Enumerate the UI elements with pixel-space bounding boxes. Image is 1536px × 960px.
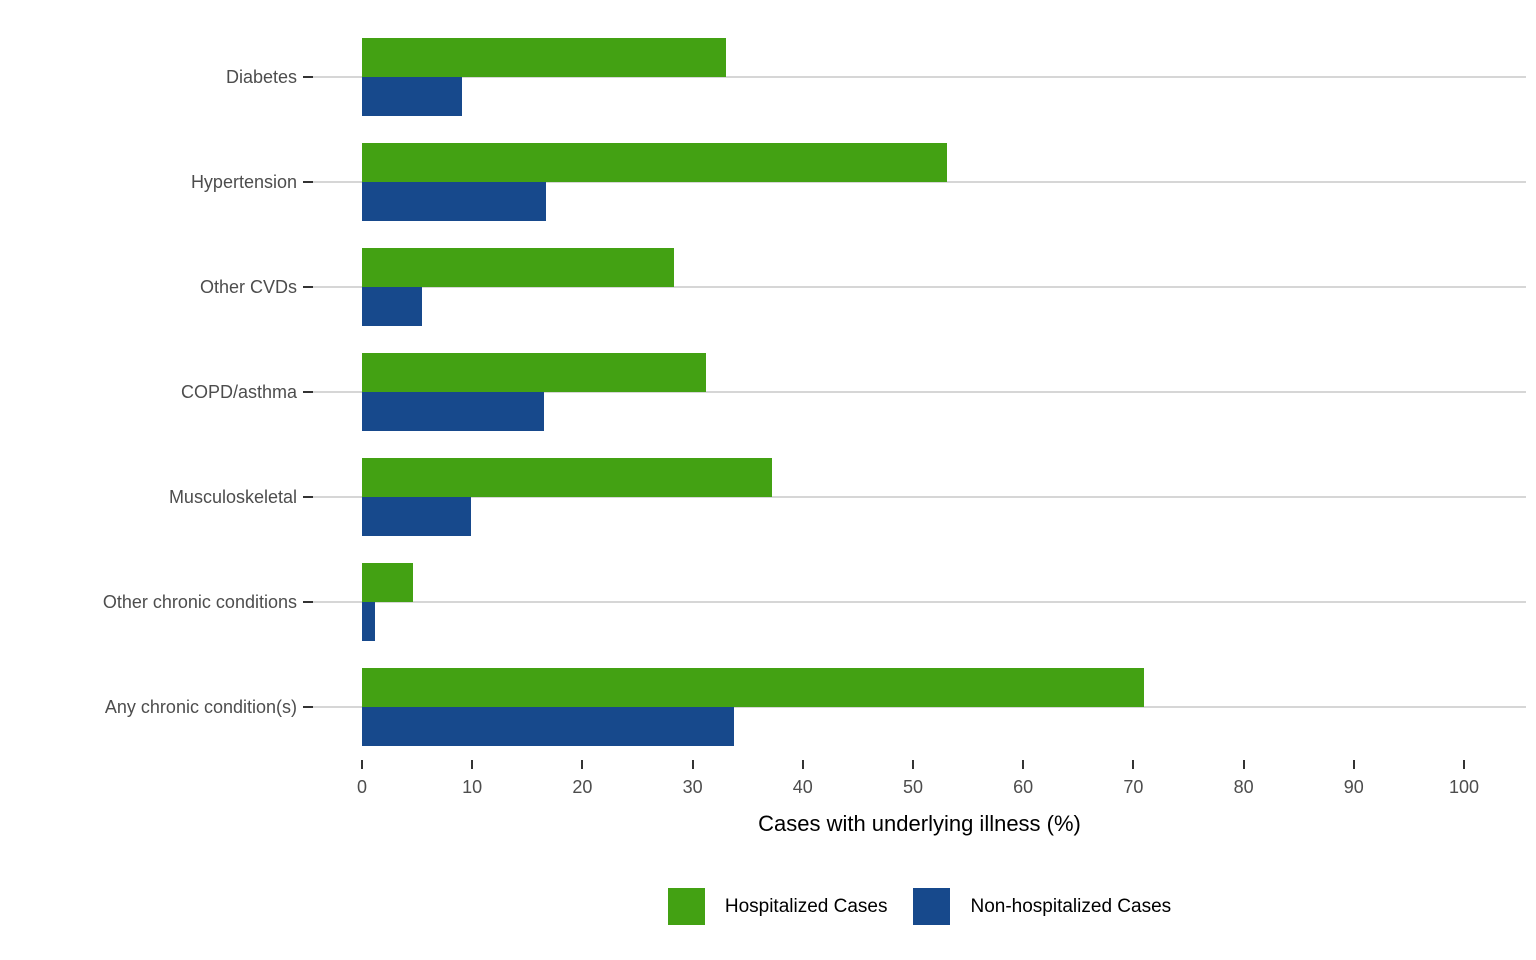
category-gridline — [313, 286, 1526, 288]
x-axis-tick-label: 30 — [682, 777, 703, 797]
legend-item: Non-hospitalized Cases — [913, 888, 1171, 925]
category-gridline — [313, 76, 1526, 78]
y-axis-category-label: Diabetes — [225, 67, 297, 87]
legend-item: Hospitalized Cases — [667, 888, 888, 925]
legend-label: Hospitalized Cases — [724, 895, 888, 917]
x-axis-tick-label: 90 — [1343, 777, 1364, 797]
hospitalized-bar — [362, 248, 674, 287]
x-axis-tick-mark — [801, 760, 804, 769]
category-gridline — [313, 601, 1526, 603]
y-axis-tick-mark — [303, 76, 313, 78]
x-axis-tick-mark — [1132, 760, 1135, 769]
y-axis-tick-mark — [303, 496, 313, 498]
category-gridline — [313, 181, 1526, 183]
category-gridline — [313, 391, 1526, 393]
legend: Hospitalized Cases Non-hospitalized Cases — [313, 888, 1526, 925]
x-axis-tick-label: 100 — [1448, 777, 1480, 797]
x-axis-tick-mark — [1352, 760, 1355, 769]
hospitalized-bar — [362, 353, 706, 392]
x-axis-tick-label: 80 — [1233, 777, 1254, 797]
x-axis-tick-mark — [471, 760, 474, 769]
x-axis-tick-label: 40 — [792, 777, 813, 797]
y-axis-tick-mark — [303, 391, 313, 393]
x-axis-tick-label: 60 — [1013, 777, 1034, 797]
non-hospitalized-bar — [362, 77, 462, 116]
non-hospitalized-bar — [362, 392, 544, 431]
x-axis-tick-mark — [1463, 760, 1465, 769]
category-gridline — [313, 706, 1526, 708]
hospitalized-bar — [362, 143, 947, 182]
y-axis-category-label: Other chronic conditions — [102, 592, 297, 612]
non-hospitalized-bar — [362, 497, 471, 536]
legend-swatch-non-hospitalized — [913, 888, 951, 925]
x-axis-tick-mark — [361, 760, 363, 769]
x-axis-tick-mark — [691, 760, 694, 769]
y-axis-tick-mark — [303, 706, 313, 708]
y-axis-category-label: Musculoskeletal — [168, 487, 297, 507]
x-axis-tick-mark — [1022, 760, 1025, 769]
hospitalized-bar — [362, 458, 772, 497]
x-axis-tick-label: 0 — [356, 777, 367, 797]
x-axis-tick-label: 50 — [902, 777, 924, 797]
x-axis-tick-label: 10 — [462, 777, 483, 797]
x-axis-tick-label: 20 — [572, 777, 593, 797]
x-axis-title: Cases with underlying illness (%) — [758, 811, 1081, 836]
y-axis-category-label: Any chronic condition(s) — [104, 697, 297, 717]
legend-label: Non-hospitalized Cases — [970, 895, 1172, 917]
non-hospitalized-bar — [362, 602, 375, 641]
non-hospitalized-bar — [362, 707, 734, 746]
x-axis-tick-mark — [581, 760, 584, 769]
y-axis-category-label: Other CVDs — [199, 277, 297, 297]
legend-swatch-hospitalized — [667, 888, 705, 925]
x-axis-tick-mark — [912, 760, 914, 769]
non-hospitalized-bar — [362, 182, 546, 221]
y-axis-tick-mark — [303, 601, 313, 603]
non-hospitalized-bar — [362, 287, 422, 326]
y-axis-category-label: Hypertension — [190, 172, 297, 192]
x-axis-tick-mark — [1242, 760, 1245, 769]
y-axis-category-label: COPD/asthma — [180, 382, 297, 402]
y-axis-tick-mark — [303, 181, 313, 183]
x-axis-tick-label: 70 — [1123, 777, 1144, 797]
hospitalized-bar — [362, 668, 1144, 707]
y-axis-tick-mark — [303, 286, 313, 288]
category-gridline — [313, 496, 1526, 498]
hospitalized-bar — [362, 38, 726, 77]
hospitalized-bar — [362, 563, 413, 602]
